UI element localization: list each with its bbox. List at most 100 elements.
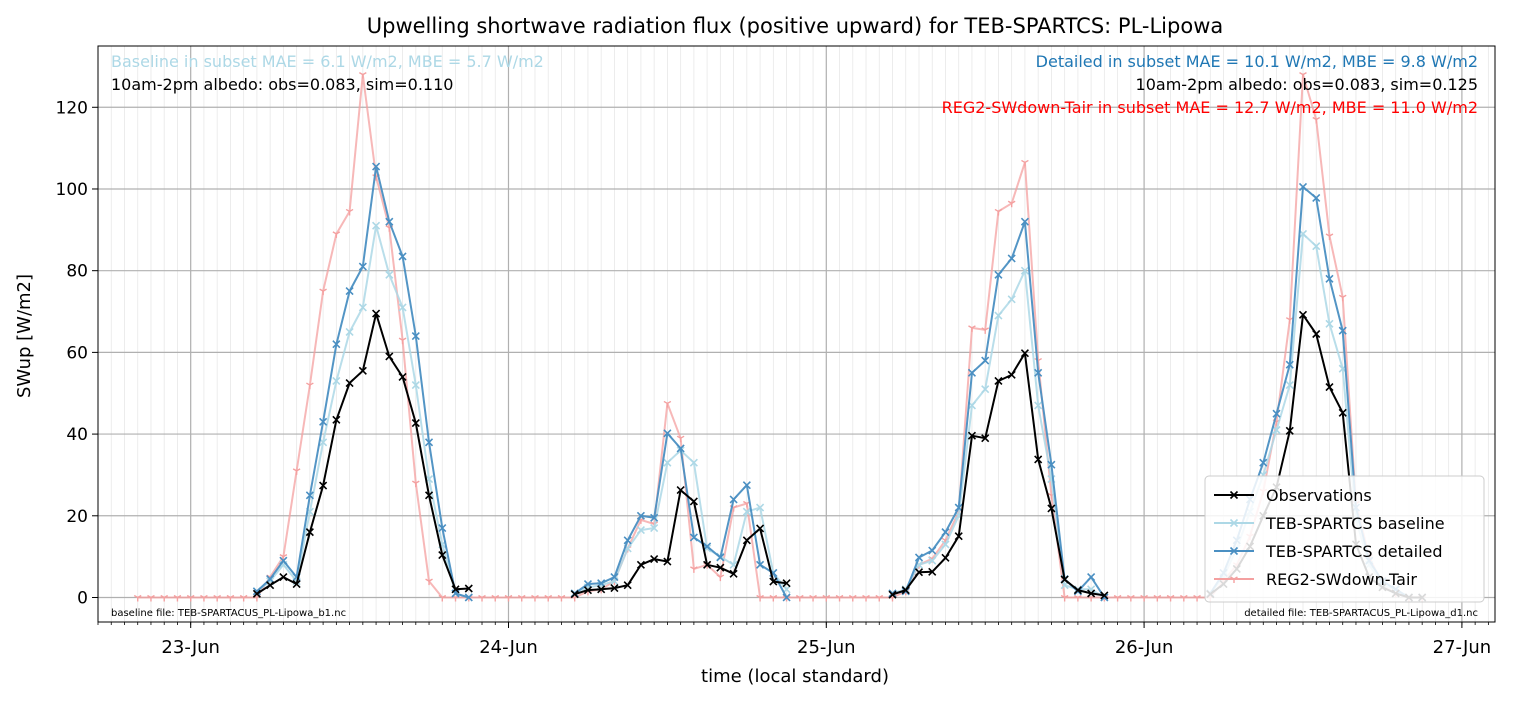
data-point-observations <box>385 352 394 361</box>
data-point-teb-spartcs-baseline <box>1312 242 1321 251</box>
detailed-file-annotation: detailed file: TEB-SPARTACUS_PL-Lipowa_d… <box>1244 608 1478 619</box>
data-point-teb-spartcs-detailed <box>398 252 407 261</box>
data-point-observations <box>769 577 778 586</box>
y-tick-label: 20 <box>66 507 88 527</box>
data-point-observations <box>1034 455 1043 464</box>
data-point-teb-spartcs-detailed <box>1259 458 1268 467</box>
data-point-observations <box>756 524 765 533</box>
legend-label: Observations <box>1266 486 1372 505</box>
data-point-teb-spartcs-detailed <box>967 368 977 377</box>
data-point-teb-spartcs-detailed <box>583 579 593 589</box>
data-point-teb-spartcs-detailed <box>941 528 950 537</box>
x-tick-label: 25-Jun <box>797 637 856 658</box>
data-point-reg2-swdown-tair <box>1179 594 1188 602</box>
data-point-reg2-swdown-tair <box>690 566 698 573</box>
data-point-reg2-swdown-tair <box>769 594 778 602</box>
data-point-teb-spartcs-detailed <box>901 587 910 596</box>
data-point-reg2-swdown-tair <box>557 594 566 602</box>
data-point-teb-spartcs-detailed <box>1020 217 1029 226</box>
data-point-teb-spartcs-detailed <box>782 593 791 602</box>
data-point-teb-spartcs-detailed <box>636 511 645 520</box>
data-point-observations <box>742 536 751 545</box>
data-point-observations <box>411 418 420 428</box>
data-point-reg2-swdown-tair <box>835 594 844 602</box>
data-point-reg2-swdown-tair <box>676 435 685 443</box>
data-point-observations <box>941 553 950 562</box>
data-point-observations <box>1020 349 1029 358</box>
data-point-observations <box>332 415 341 424</box>
y-tick-label: 60 <box>66 343 88 363</box>
data-point-teb-spartcs-baseline <box>928 556 937 565</box>
data-point-teb-spartcs-detailed <box>650 513 659 522</box>
data-point-teb-spartcs-detailed <box>1325 274 1334 283</box>
y-tick-label: 120 <box>56 98 88 118</box>
data-point-teb-spartcs-detailed <box>372 162 381 171</box>
data-point-observations <box>1007 370 1016 379</box>
axis-ticks: 23-Jun 24-Jun 25-Jun 26-Jun 27-Jun 0 20 40 60 80 1… <box>56 98 1492 658</box>
data-point-reg2-swdown-tair <box>186 594 195 602</box>
data-point-teb-spartcs-detailed <box>385 217 394 226</box>
data-point-teb-spartcs-baseline <box>385 270 394 279</box>
data-point-reg2-swdown-tair <box>345 208 354 216</box>
data-point-teb-spartcs-detailed <box>756 560 765 569</box>
data-point-teb-spartcs-detailed <box>729 495 738 504</box>
data-point-observations <box>623 581 632 590</box>
data-point-teb-spartcs-detailed <box>1034 368 1043 377</box>
data-point-reg2-swdown-tair <box>875 594 884 602</box>
legend-marker <box>1229 490 1239 500</box>
data-point-teb-spartcs-detailed <box>888 589 897 598</box>
data-point-teb-spartcs-detailed <box>1285 360 1294 369</box>
data-point-reg2-swdown-tair <box>862 594 870 602</box>
baseline-albedo-annotation: 10am-2pm albedo: obs=0.083, sim=0.110 <box>111 75 453 94</box>
data-point-teb-spartcs-detailed <box>623 536 632 545</box>
data-point-teb-spartcs-detailed <box>279 556 288 565</box>
data-point-observations <box>1100 591 1109 600</box>
data-point-reg2-swdown-tair <box>173 594 182 602</box>
data-point-reg2-swdown-tair <box>292 468 301 475</box>
reg2-stats-annotation: REG2-SWdown-Tair in subset MAE = 12.7 W/… <box>942 98 1478 117</box>
data-point-reg2-swdown-tair <box>411 480 420 488</box>
data-point-observations <box>716 563 725 572</box>
data-point-observations <box>901 586 910 595</box>
y-tick-label: 100 <box>56 180 88 200</box>
data-point-observations <box>1285 426 1294 435</box>
data-point-reg2-swdown-tair <box>306 382 314 390</box>
data-point-reg2-swdown-tair <box>504 594 513 602</box>
data-point-reg2-swdown-tair <box>544 594 553 602</box>
x-tick-label: 24-Jun <box>479 637 538 658</box>
data-point-observations <box>583 586 593 595</box>
data-point-observations <box>663 557 672 566</box>
legend-marker <box>1229 518 1239 528</box>
data-point-teb-spartcs-detailed <box>266 575 275 584</box>
data-point-reg2-swdown-tair <box>1166 594 1175 602</box>
data-point-reg2-swdown-tair <box>1113 594 1122 602</box>
legend-entries: Observations TEB-SPARTCS baseline TEB-SPAR… <box>1214 486 1445 589</box>
legend-box <box>1204 475 1485 603</box>
data-point-teb-spartcs-detailed <box>703 542 712 551</box>
plot-frame <box>97 45 1496 623</box>
data-point-teb-spartcs-baseline <box>650 523 659 533</box>
data-point-reg2-swdown-tair <box>200 594 208 602</box>
data-point-observations <box>266 581 275 590</box>
data-point-teb-spartcs-detailed <box>1087 572 1096 582</box>
data-point-teb-spartcs-baseline <box>372 221 381 230</box>
minor-grid <box>97 46 1489 622</box>
data-point-reg2-swdown-tair <box>809 594 817 602</box>
data-point-reg2-swdown-tair <box>1193 594 1201 602</box>
data-point-teb-spartcs-detailed <box>597 579 606 588</box>
data-point-reg2-swdown-tair <box>531 594 539 602</box>
data-point-reg2-swdown-tair <box>848 594 857 602</box>
data-point-teb-spartcs-baseline <box>742 507 751 516</box>
data-point-reg2-swdown-tair <box>478 594 486 602</box>
data-point-observations <box>279 572 288 582</box>
data-point-observations <box>358 366 367 375</box>
data-point-observations <box>967 431 977 440</box>
chart-title: Upwelling shortwave radiation flux (posi… <box>367 14 1224 38</box>
data-point-observations <box>372 309 381 318</box>
data-point-observations <box>1298 310 1308 319</box>
data-point-reg2-swdown-tair <box>1325 233 1334 240</box>
data-point-observations <box>729 569 738 578</box>
data-point-reg2-swdown-tair <box>994 208 1003 216</box>
data-point-reg2-swdown-tair <box>398 337 407 345</box>
